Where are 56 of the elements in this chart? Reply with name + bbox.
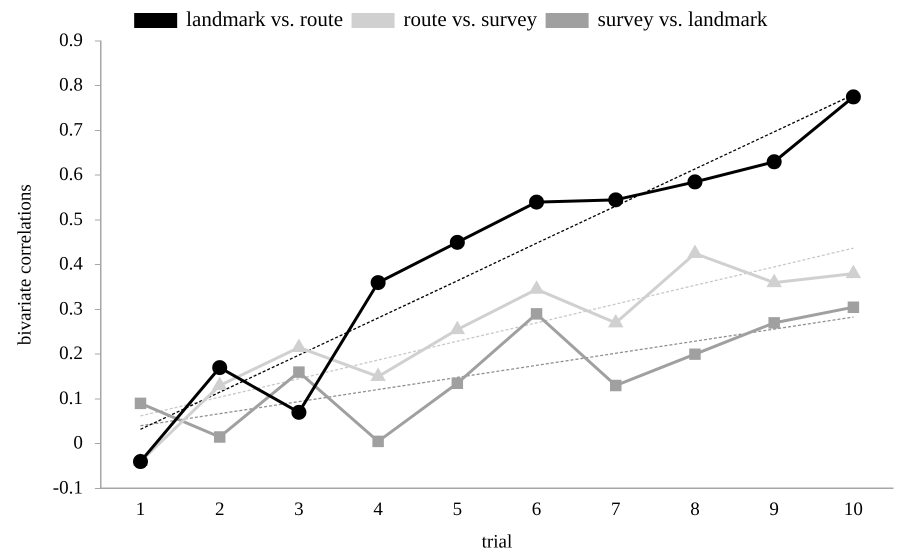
legend-label: survey vs. landmark [598, 7, 768, 32]
x-tick-label: 3 [294, 498, 304, 520]
x-tick-label: 2 [214, 498, 224, 520]
x-tick-label: 10 [844, 498, 863, 520]
x-tick-label: 5 [452, 498, 462, 520]
x-tick-label: 6 [532, 498, 542, 520]
point [766, 154, 782, 170]
point [688, 246, 702, 258]
point [372, 436, 384, 448]
y-tick-label: 0.1 [59, 388, 83, 409]
point [213, 378, 226, 390]
point [608, 192, 624, 208]
x-tick-label: 1 [136, 498, 146, 520]
point [370, 275, 386, 290]
point [452, 378, 464, 390]
point [530, 308, 542, 320]
y-tick-label: 0.7 [59, 119, 83, 140]
x-tick-label: 7 [611, 498, 621, 520]
legend-label: route vs. survey [404, 7, 538, 32]
x-tick-label: 9 [769, 498, 779, 520]
y-tick-label: -0.1 [52, 477, 83, 498]
point [530, 282, 544, 294]
point [292, 340, 306, 352]
y-axis-title: bivariate correlations [14, 184, 36, 346]
point [609, 315, 622, 328]
point [767, 275, 781, 288]
point [848, 301, 860, 313]
point [689, 348, 701, 360]
point [132, 454, 148, 470]
point [687, 174, 702, 190]
point [768, 317, 780, 329]
point [610, 380, 622, 392]
point [291, 404, 306, 420]
line-series [140, 316, 854, 426]
y-tick-label: 0 [73, 432, 83, 454]
point [846, 89, 861, 104]
point [450, 322, 464, 334]
y-tick-label: 0.8 [59, 74, 83, 96]
y-tick-label: 0.3 [59, 298, 83, 320]
point [371, 369, 385, 382]
point [450, 234, 465, 250]
x-axis-title: trial [482, 532, 512, 553]
point [529, 194, 544, 210]
y-tick-label: 0.2 [59, 343, 83, 364]
point [293, 366, 305, 378]
point [846, 266, 860, 278]
y-tick-label: 0.9 [59, 30, 83, 51]
x-tick-label: 8 [690, 498, 700, 520]
y-tick-label: 0.6 [59, 164, 83, 186]
point [212, 360, 228, 376]
x-tick-label: 4 [373, 498, 384, 520]
y-tick-label: 0.5 [59, 208, 83, 230]
point [134, 398, 146, 410]
y-tick-label: 0.4 [59, 254, 84, 275]
legend-label: landmark vs. route [186, 7, 344, 32]
point [214, 431, 226, 443]
